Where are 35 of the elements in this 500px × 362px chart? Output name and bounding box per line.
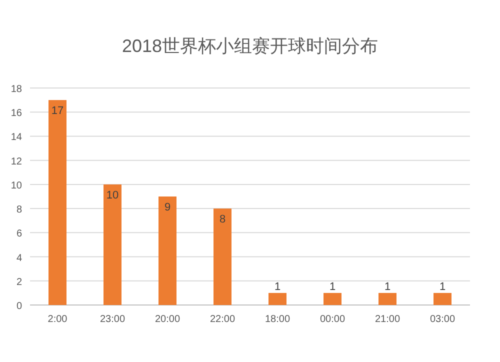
data-label: 1 xyxy=(329,280,336,293)
x-tick-label: 18:00 xyxy=(264,314,290,325)
x-tick-label: 03:00 xyxy=(430,314,456,325)
chart-title: 2018世界杯小组赛开球时间分布 xyxy=(122,36,378,56)
y-tick-label: 16 xyxy=(10,108,22,120)
x-tick-label: 2:00 xyxy=(48,314,68,325)
bar xyxy=(214,208,232,305)
bar xyxy=(48,100,66,305)
bar xyxy=(434,292,452,305)
data-label: 1 xyxy=(439,280,446,293)
y-tick-label: 14 xyxy=(10,132,22,144)
bar xyxy=(104,184,122,305)
y-tick-label: 18 xyxy=(10,84,22,95)
data-label: 10 xyxy=(106,189,119,202)
y-tick-label: 12 xyxy=(10,156,22,168)
data-label: 17 xyxy=(51,105,64,118)
y-tick-label: 0 xyxy=(16,301,22,312)
x-tick-label: 20:00 xyxy=(154,314,180,325)
y-tick-label: 4 xyxy=(16,252,22,264)
y-tick-label: 10 xyxy=(10,180,22,192)
data-label: 9 xyxy=(164,202,171,214)
data-label: 1 xyxy=(274,280,281,293)
x-tick-label: 23:00 xyxy=(100,314,126,325)
bar xyxy=(378,292,396,305)
data-label: 1 xyxy=(384,280,391,293)
bar xyxy=(268,292,286,305)
y-tick-label: 8 xyxy=(16,204,22,216)
bar xyxy=(324,292,342,305)
bar xyxy=(158,196,176,305)
x-tick-label: 22:00 xyxy=(210,314,236,325)
data-label: 8 xyxy=(219,214,226,226)
x-tick-label: 00:00 xyxy=(320,314,346,325)
x-tick-label: 21:00 xyxy=(374,314,400,325)
y-tick-label: 6 xyxy=(16,228,22,240)
y-tick-label: 2 xyxy=(16,276,22,288)
